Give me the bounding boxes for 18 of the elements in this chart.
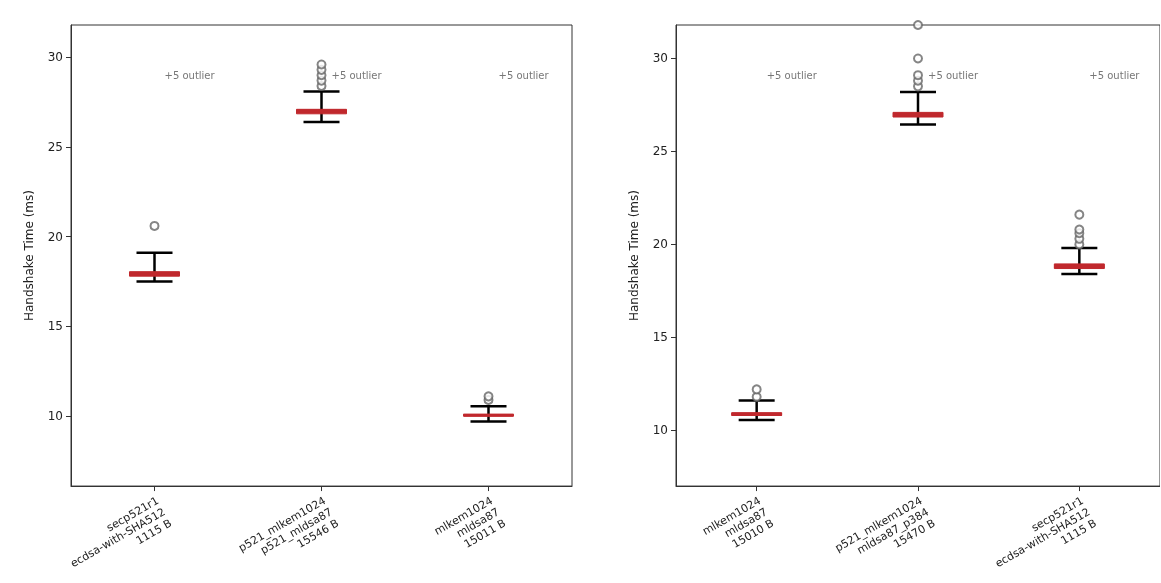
y-tick-label: 20 <box>652 237 668 252</box>
annotation: +5 outlier <box>164 70 216 82</box>
y-tick-label: 15 <box>47 319 63 334</box>
annotation: +5 outlier <box>498 70 550 82</box>
y-tick-label: 10 <box>652 423 668 438</box>
y-axis-title: Handshake Time (ms) <box>22 190 36 322</box>
y-tick-label: 30 <box>47 50 63 65</box>
annotation: +5 outlier <box>766 70 818 82</box>
annotation: +5 outlier <box>331 70 383 82</box>
annotation: +5 outlier <box>928 70 980 82</box>
y-tick-label: 25 <box>47 139 63 154</box>
y-tick-label: 10 <box>47 409 63 424</box>
y-axis-title: Handshake Time (ms) <box>627 190 641 322</box>
y-tick-label: 15 <box>652 330 668 345</box>
y-tick-label: 25 <box>652 144 668 159</box>
y-tick-label: 30 <box>652 51 668 66</box>
annotation: +5 outlier <box>1089 70 1141 82</box>
y-tick-label: 20 <box>47 229 63 244</box>
